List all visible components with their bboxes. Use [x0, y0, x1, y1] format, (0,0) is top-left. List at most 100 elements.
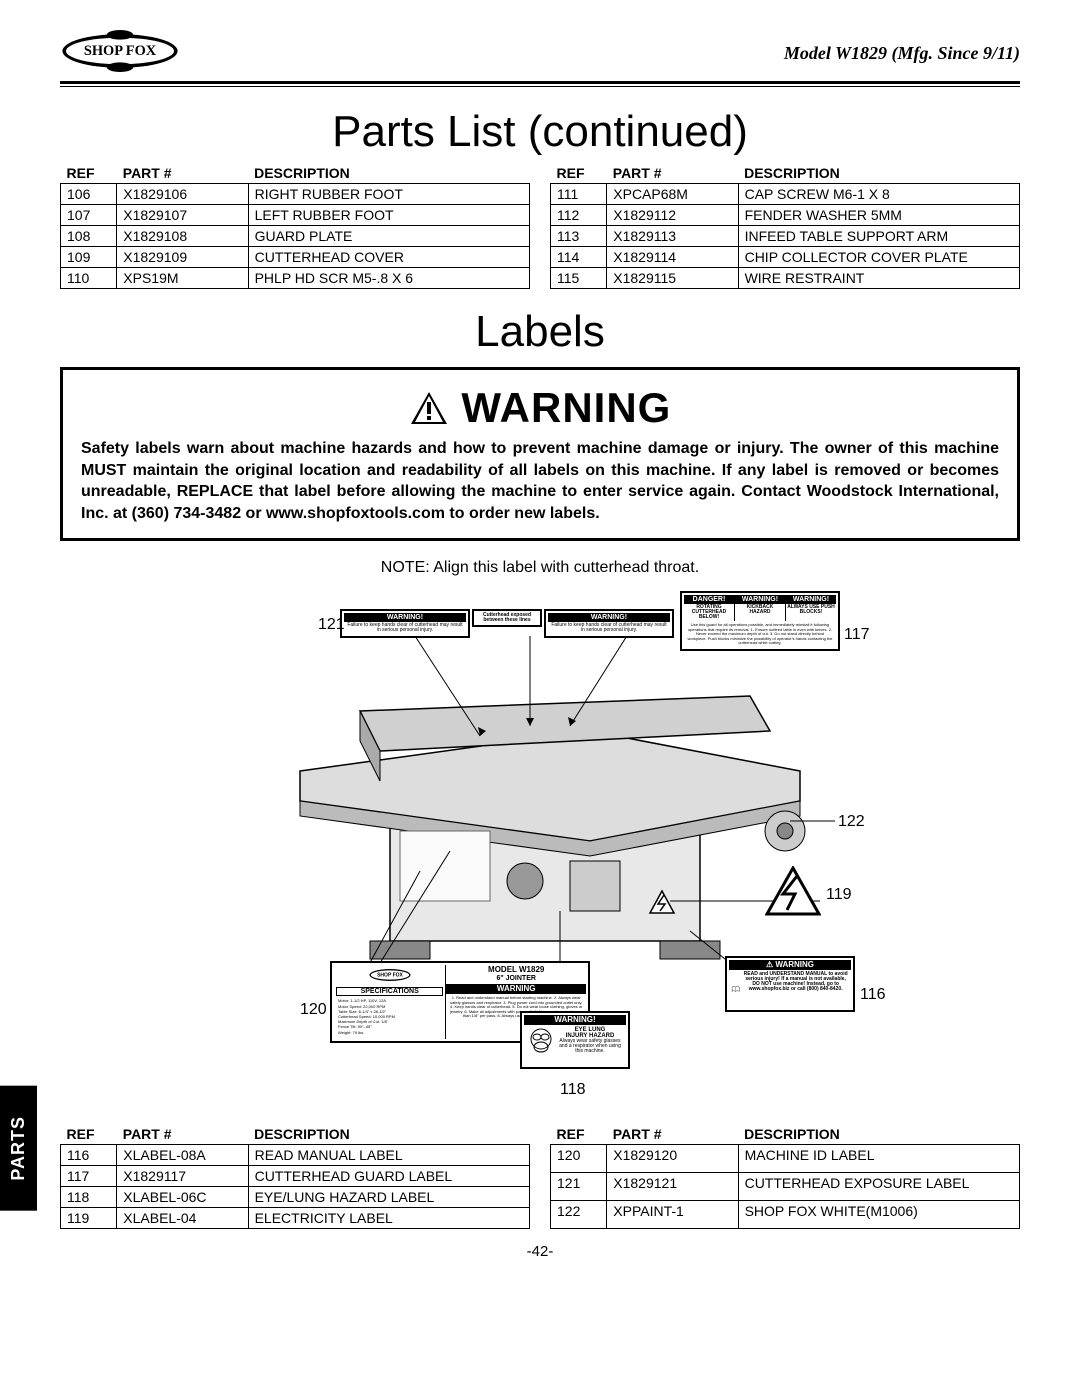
- cell-ref: 112: [551, 205, 607, 226]
- th-ref: REF: [61, 163, 117, 184]
- table-row: 110XPS19MPHLP HD SCR M5-.8 X 6: [61, 268, 530, 289]
- th-part: PART #: [117, 1124, 248, 1145]
- cell-ref: 111: [551, 184, 607, 205]
- callout-121: 121: [318, 616, 345, 634]
- cell-ref: 117: [61, 1166, 117, 1187]
- cell-desc: ELECTRICITY LABEL: [248, 1208, 529, 1229]
- table-row: 120X1829120MACHINE ID LABEL: [551, 1145, 1020, 1173]
- cell-part: X1829120: [607, 1145, 738, 1173]
- cell-desc: CUTTERHEAD EXPOSURE LABEL: [738, 1173, 1019, 1201]
- th-part: PART #: [117, 163, 248, 184]
- table-row: 112X1829112FENDER WASHER 5MM: [551, 205, 1020, 226]
- cell-part: X1829109: [117, 247, 248, 268]
- th-ref: REF: [551, 1124, 607, 1145]
- cell-part: XPCAP68M: [607, 184, 738, 205]
- cell-part: X1829117: [117, 1166, 248, 1187]
- th-part: PART #: [607, 1124, 738, 1145]
- shopfox-logo: SHOP FOX: [60, 30, 180, 77]
- callout-118: 118: [560, 1081, 586, 1099]
- cell-desc: INFEED TABLE SUPPORT ARM: [738, 226, 1019, 247]
- cell-part: X1829108: [117, 226, 248, 247]
- table-row: 114X1829114CHIP COLLECTOR COVER PLATE: [551, 247, 1020, 268]
- table-row: 119XLABEL-04ELECTRICITY LABEL: [61, 1208, 530, 1229]
- page-header: SHOP FOX Model W1829 (Mfg. Since 9/11): [60, 30, 1020, 84]
- th-ref: REF: [61, 1124, 117, 1145]
- cell-desc: PHLP HD SCR M5-.8 X 6: [248, 268, 529, 289]
- mini-label-121-left: WARNING! Failure to keep hands clear of …: [340, 609, 470, 638]
- cell-part: X1829114: [607, 247, 738, 268]
- cell-ref: 108: [61, 226, 117, 247]
- parts-table-top-left: REF PART # DESCRIPTION 106X1829106RIGHT …: [60, 163, 530, 289]
- cell-desc: CUTTERHEAD GUARD LABEL: [248, 1166, 529, 1187]
- table-row: 108X1829108GUARD PLATE: [61, 226, 530, 247]
- cell-desc: CAP SCREW M6-1 X 8: [738, 184, 1019, 205]
- cell-desc: READ MANUAL LABEL: [248, 1145, 529, 1166]
- parts-table-bottom-right: REF PART # DESCRIPTION 120X1829120MACHIN…: [550, 1124, 1020, 1229]
- table-row: 111XPCAP68MCAP SCREW M6-1 X 8: [551, 184, 1020, 205]
- table-row: 107X1829107LEFT RUBBER FOOT: [61, 205, 530, 226]
- parts-table-top-right: REF PART # DESCRIPTION 111XPCAP68MCAP SC…: [550, 163, 1020, 289]
- table-row: 115X1829115WIRE RESTRAINT: [551, 268, 1020, 289]
- parts-tables-bottom: REF PART # DESCRIPTION 116XLABEL-08AREAD…: [60, 1124, 1020, 1229]
- cell-desc: SHOP FOX WHITE(M1006): [738, 1201, 1019, 1229]
- cell-desc: CHIP COLLECTOR COVER PLATE: [738, 247, 1019, 268]
- th-desc: DESCRIPTION: [248, 1124, 529, 1145]
- cell-desc: EYE/LUNG HAZARD LABEL: [248, 1187, 529, 1208]
- side-tab-parts: PARTS: [0, 1086, 37, 1211]
- callout-120: 120: [300, 1001, 327, 1019]
- labels-title: Labels: [60, 307, 1020, 357]
- callout-116: 116: [860, 986, 886, 1004]
- cell-ref: 115: [551, 268, 607, 289]
- mini-label-121-right: WARNING! Failure to keep hands clear of …: [544, 609, 674, 638]
- table-row: 106X1829106RIGHT RUBBER FOOT: [61, 184, 530, 205]
- callout-119: 119: [826, 886, 852, 904]
- cell-part: X1829115: [607, 268, 738, 289]
- th-desc: DESCRIPTION: [738, 163, 1019, 184]
- cell-ref: 107: [61, 205, 117, 226]
- th-ref: REF: [551, 163, 607, 184]
- cell-ref: 122: [551, 1201, 607, 1229]
- cell-part: XPS19M: [117, 268, 248, 289]
- table-row: 121X1829121CUTTERHEAD EXPOSURE LABEL: [551, 1173, 1020, 1201]
- table-row: 122XPPAINT-1SHOP FOX WHITE(M1006): [551, 1201, 1020, 1229]
- cell-part: X1829106: [117, 184, 248, 205]
- cell-desc: RIGHT RUBBER FOOT: [248, 184, 529, 205]
- model-text: Model W1829 (Mfg. Since 9/11): [784, 43, 1020, 64]
- cell-desc: FENDER WASHER 5MM: [738, 205, 1019, 226]
- mini-label-119: [765, 866, 821, 923]
- cell-ref: 106: [61, 184, 117, 205]
- cell-desc: GUARD PLATE: [248, 226, 529, 247]
- table-row: 109X1829109CUTTERHEAD COVER: [61, 247, 530, 268]
- cell-ref: 118: [61, 1187, 117, 1208]
- callout-117: 117: [844, 626, 870, 644]
- cell-ref: 114: [551, 247, 607, 268]
- cell-part: X1829112: [607, 205, 738, 226]
- page-number: -42-: [60, 1243, 1020, 1260]
- th-part: PART #: [607, 163, 738, 184]
- parts-list-title: Parts List (continued): [60, 107, 1020, 157]
- cell-part: XLABEL-08A: [117, 1145, 248, 1166]
- mini-label-121-throat: Cutterhead exposed between these lines: [472, 609, 542, 627]
- warning-heading: WARNING: [81, 384, 999, 432]
- diagram-note: NOTE: Align this label with cutterhead t…: [60, 559, 1020, 577]
- mini-label-117: DANGER! ROTATING CUTTERHEAD BELOW! WARNI…: [680, 591, 840, 651]
- diagram-area: NOTE: Align this label with cutterhead t…: [60, 559, 1020, 1106]
- table-row: 118XLABEL-06CEYE/LUNG HAZARD LABEL: [61, 1187, 530, 1208]
- parts-tables-top: REF PART # DESCRIPTION 106X1829106RIGHT …: [60, 163, 1020, 289]
- cell-ref: 119: [61, 1208, 117, 1229]
- cell-part: X1829113: [607, 226, 738, 247]
- cell-desc: MACHINE ID LABEL: [738, 1145, 1019, 1173]
- cell-desc: LEFT RUBBER FOOT: [248, 205, 529, 226]
- cell-part: X1829107: [117, 205, 248, 226]
- svg-text:SHOP FOX: SHOP FOX: [84, 43, 157, 59]
- table-row: 113X1829113INFEED TABLE SUPPORT ARM: [551, 226, 1020, 247]
- table-row: 117X1829117CUTTERHEAD GUARD LABEL: [61, 1166, 530, 1187]
- callout-122: 122: [838, 813, 865, 831]
- cell-part: XLABEL-06C: [117, 1187, 248, 1208]
- parts-table-bottom-left: REF PART # DESCRIPTION 116XLABEL-08AREAD…: [60, 1124, 530, 1229]
- cell-part: XLABEL-04: [117, 1208, 248, 1229]
- machine-illustration: WARNING! Failure to keep hands clear of …: [230, 581, 850, 1101]
- warning-box: WARNING Safety labels warn about machine…: [60, 367, 1020, 541]
- cell-ref: 113: [551, 226, 607, 247]
- svg-text:SHOP FOX: SHOP FOX: [377, 973, 403, 979]
